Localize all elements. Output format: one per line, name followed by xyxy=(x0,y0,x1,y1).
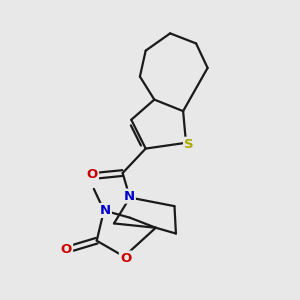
Text: O: O xyxy=(120,251,131,265)
Text: N: N xyxy=(124,190,135,202)
Text: N: N xyxy=(100,204,111,217)
Text: S: S xyxy=(184,138,194,151)
Text: O: O xyxy=(87,168,98,181)
Text: O: O xyxy=(61,243,72,256)
